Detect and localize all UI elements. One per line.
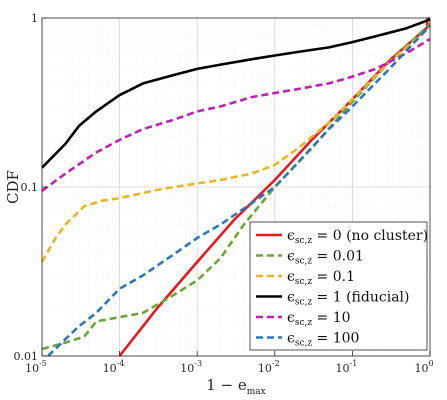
- y-tick-label: 0.1: [21, 181, 39, 194]
- legend-label: ϵsc,z = 10: [287, 310, 351, 328]
- series-line-2: [41, 23, 431, 351]
- legend-label: ϵsc,z = 100: [287, 331, 359, 349]
- legend-label: ϵsc,z = 0.1: [287, 269, 355, 287]
- x-axis-label: 1 − emax: [206, 376, 266, 397]
- legend-label: ϵsc,z = 1 (fiducial): [287, 290, 409, 308]
- series-line-3: [40, 26, 431, 263]
- series-line-5: [41, 37, 431, 192]
- x-tick-label: 10-2: [258, 359, 280, 375]
- x-tick-label: 10-4: [103, 359, 125, 375]
- y-axis-label: CDF: [4, 170, 22, 204]
- legend-label: ϵsc,z = 0.01: [287, 249, 364, 267]
- grid: [41, 18, 430, 357]
- x-tick-label: 10-1: [336, 359, 358, 375]
- y-tick-label: 0.01: [14, 350, 39, 363]
- series-line-6: [47, 24, 431, 357]
- legend-box: [249, 221, 428, 351]
- legend-label: ϵsc,z = 0 (no cluster): [287, 228, 428, 246]
- y-tick-label: 1: [31, 12, 38, 25]
- series-line-4: [41, 18, 431, 169]
- legend: ϵsc,z = 0 (no cluster) ϵsc,z = 0.01 ϵsc,z …: [249, 221, 428, 351]
- series-lines: [40, 16, 431, 357]
- x-tick-label: 10-3: [180, 359, 202, 375]
- x-tick-label: 100: [414, 359, 433, 375]
